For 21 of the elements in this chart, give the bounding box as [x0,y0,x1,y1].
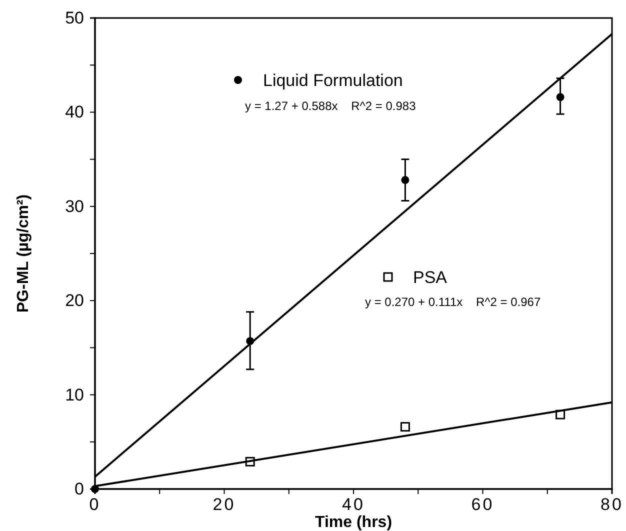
legend-label: PSA [413,268,448,287]
x-tick-label: 60 [471,495,494,514]
legend-label: Liquid Formulation [263,71,403,90]
y-tick-label: 40 [65,102,84,122]
y-tick-label: 0 [74,479,84,498]
annotation: y = 1.27 + 0.588x R^2 = 0.983 [245,99,416,113]
x-tick-label: 0 [89,495,101,514]
point [401,176,410,184]
y-tick-label: 30 [65,196,84,216]
annotation: y = 0.270 + 0.111x R^2 = 0.967 [365,295,541,309]
point [400,422,410,432]
y-tick-label: 50 [65,8,84,28]
x-axis-title: Time (hrs) [314,514,392,531]
y-tick-label: 10 [65,385,84,404]
y-axis-title: PG-ML (µg/cm²) [15,194,32,313]
x-tick-label: 40 [342,495,365,514]
point [556,93,564,102]
x-tick-label: 20 [212,495,236,514]
y-tick-label: 20 [65,291,84,310]
point [91,485,99,493]
x-tick-label: 80 [600,495,624,514]
